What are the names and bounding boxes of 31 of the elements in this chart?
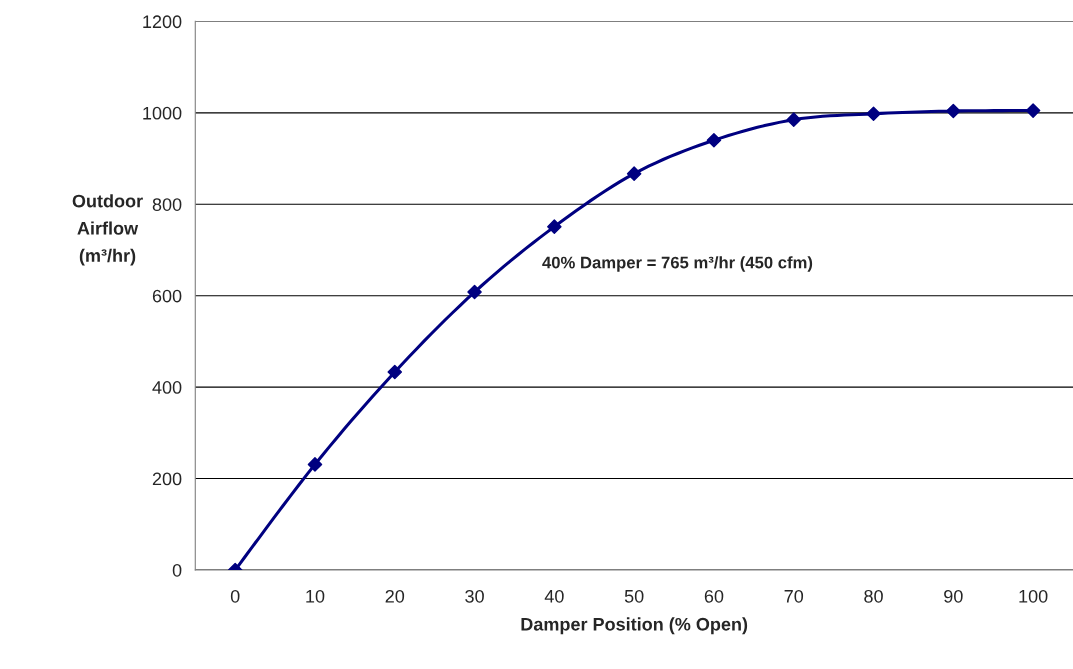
y-tick-label: 0 — [172, 563, 182, 577]
y-tick-label: 600 — [152, 289, 182, 303]
point — [626, 166, 642, 181]
x-tick-label: 40 — [544, 589, 564, 603]
point — [387, 364, 403, 380]
y-tick-label: 1000 — [143, 106, 182, 120]
point — [786, 112, 802, 127]
point — [706, 132, 722, 148]
x-tick-label: 90 — [944, 589, 963, 603]
point — [307, 457, 323, 472]
x-tick-label: 20 — [385, 589, 405, 603]
point — [547, 219, 562, 234]
y-tick-label: 400 — [152, 381, 182, 394]
point — [866, 106, 881, 122]
x-tick-label: 60 — [704, 589, 724, 603]
y-axis-title: Outdoor Airflow (m³/hr) — [72, 194, 143, 266]
x-tick-label: 30 — [465, 589, 484, 603]
x-axis-title: Damper Position (% Open) — [521, 617, 748, 635]
x-tick-label: 50 — [624, 589, 644, 603]
y-tick-label: 1200 — [143, 15, 182, 29]
x-tick-label: 100 — [1019, 589, 1048, 603]
y-tick-label: 200 — [152, 472, 182, 486]
x-tick-label: 10 — [306, 589, 325, 603]
point — [1025, 103, 1041, 118]
annotation: 40% Damper = 765 m³/hr (450 cfm) — [542, 256, 813, 272]
x-tick-label: 80 — [864, 589, 883, 603]
y-tick-label: 800 — [152, 198, 182, 211]
point — [946, 103, 961, 119]
point — [467, 284, 482, 300]
x-tick-label: 0 — [230, 589, 240, 603]
x-tick-label: 70 — [784, 589, 804, 603]
